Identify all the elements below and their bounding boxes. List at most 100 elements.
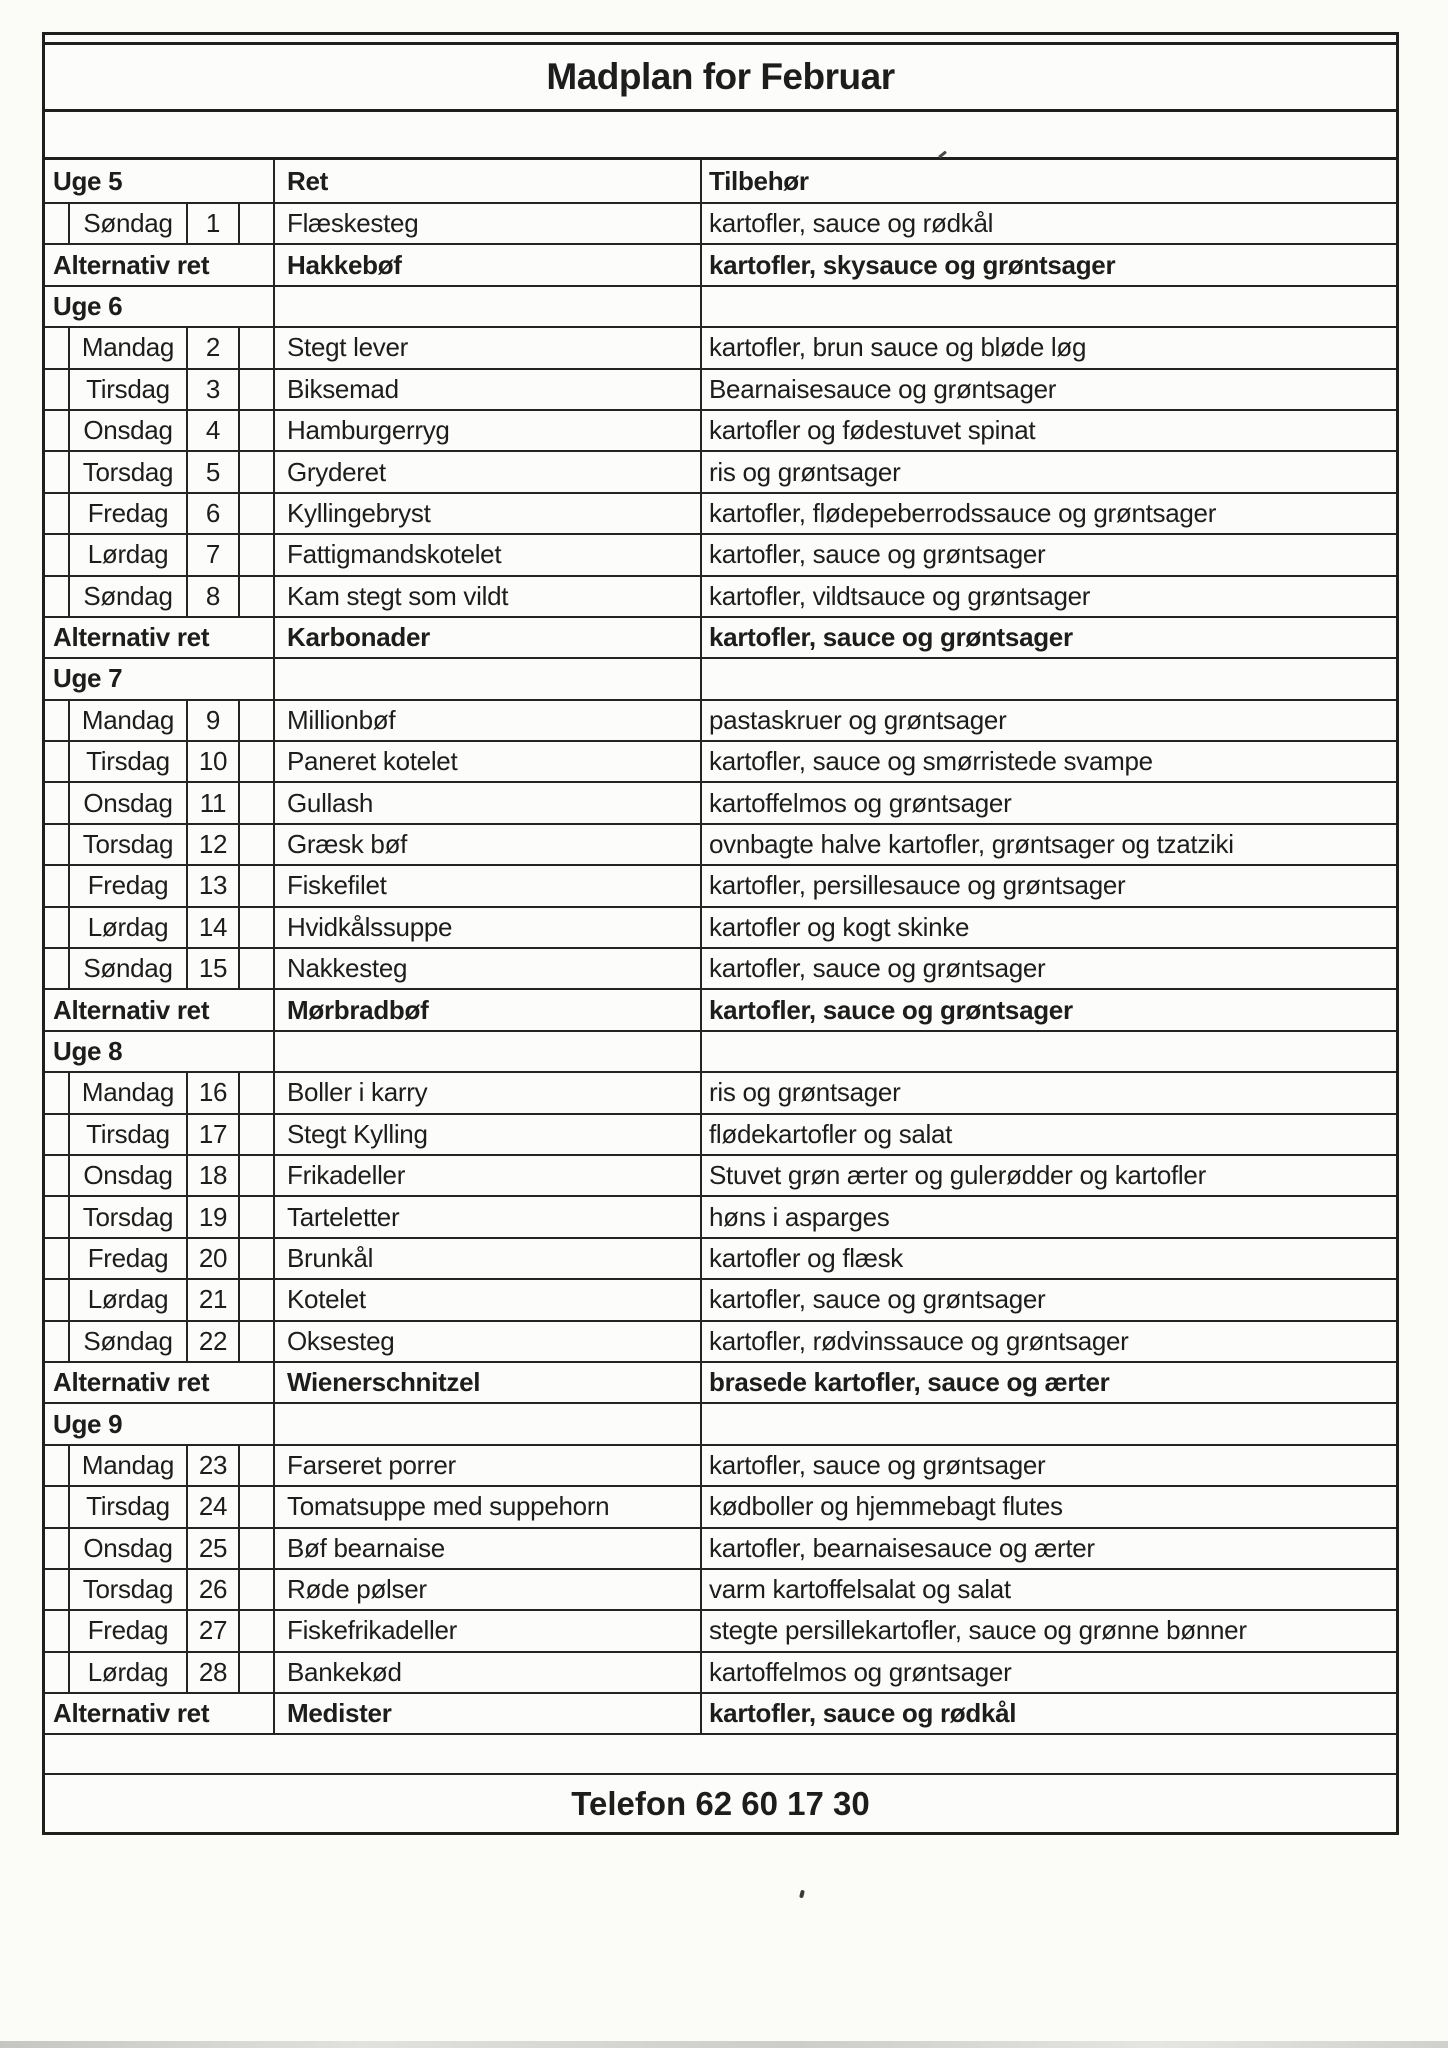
side-cell: kartofler, sauce og rødkål [709, 208, 994, 239]
day-number: 2 [188, 328, 240, 368]
day-row: Søndag 8 Kam stegt som vildt kartofler, vil… [45, 576, 1396, 618]
empty-subcell [240, 1611, 273, 1650]
alt-row: Alternativ ret Medister kartofler, sauce o… [45, 1694, 1396, 1736]
day-cell-group: Onsdag 11 [45, 783, 275, 823]
empty-subcell [240, 204, 273, 243]
empty-subcell [240, 1446, 273, 1485]
day-cell-group: Onsdag 25 [45, 1528, 275, 1568]
dish-cell: Mørbradbøf [275, 990, 702, 1030]
week-row: Uge 9 [45, 1404, 1396, 1446]
side-cell: kartofler, sauce og grøntsager [709, 994, 1073, 1025]
day-name: Tirsdag [68, 1114, 188, 1154]
dish-cell [275, 1031, 702, 1072]
empty-subcell [240, 494, 273, 533]
dish-cell: Kyllingebryst [275, 493, 702, 534]
dish-cell: Wienerschnitzel [275, 1362, 702, 1403]
empty-subcell [240, 1653, 273, 1692]
day-name: Lørdag [68, 907, 188, 948]
side-cell: kartofler, brun sauce og bløde løg [709, 332, 1087, 363]
day-cell-group: Tirsdag 17 [45, 1114, 275, 1154]
day-name: Onsdag [68, 410, 188, 451]
day-cell-group: Lørdag 21 [45, 1280, 275, 1320]
day-cell-group: Onsdag 4 [45, 410, 275, 451]
day-row: Søndag 15 Nakkesteg kartofler, sauce og grø… [45, 949, 1396, 991]
empty-subcell [240, 701, 273, 740]
day-name: Torsdag [68, 824, 188, 865]
table-header-row: Uge 5 Ret Tilbehør [45, 160, 1396, 204]
scan-speck-bottom [799, 1889, 805, 1899]
dish-cell: Biksemad [275, 369, 702, 409]
empty-subcell [240, 949, 273, 988]
alt-row: Alternativ ret Wienerschnitzel brasede kar… [45, 1362, 1396, 1405]
week-label: Uge 8 [45, 1031, 275, 1072]
dish-cell: Frikadeller [275, 1155, 702, 1196]
day-number: 24 [188, 1487, 240, 1527]
week-row: Uge 7 [45, 659, 1396, 701]
week-label: Uge 7 [45, 659, 275, 699]
phone-row: Telefon 62 60 17 30 [45, 1775, 1396, 1832]
spacer-row [45, 112, 1396, 160]
day-row: Mandag 16 Boller i karry ris og grøntsager [45, 1073, 1396, 1115]
side-cell: kartofler og flæsk [709, 1242, 904, 1273]
side-cell: flødekartofler og salat [709, 1118, 953, 1149]
day-number: 7 [188, 535, 240, 575]
day-number: 12 [188, 824, 240, 865]
side-cell: pastaskruer og grøntsager [709, 704, 1007, 735]
day-number: 6 [188, 493, 240, 534]
day-name: Søndag [68, 949, 188, 989]
day-number: 18 [188, 1155, 240, 1196]
day-row: Mandag 9 Millionbøf pastaskruer og grøntsag… [45, 700, 1396, 743]
side-cell [702, 1032, 1396, 1071]
day-row: Fredag 13 Fiskefilet kartofler, persillesau… [45, 866, 1396, 908]
side-cell: ris og grøntsager [709, 456, 901, 487]
week-row: Uge 6 [45, 286, 1396, 329]
empty-subcell [240, 411, 273, 450]
empty-subcell [240, 908, 273, 947]
day-cell-group: Søndag 1 [45, 204, 275, 244]
side-cell [702, 659, 1396, 698]
column-header-dish: Ret [275, 160, 702, 202]
day-row: Torsdag 19 Tarteletter høns i asparges [45, 1197, 1396, 1239]
dish-cell: Fiskefilet [275, 866, 702, 906]
empty-subcell [240, 742, 273, 781]
day-cell-group: Mandag 9 [45, 700, 275, 741]
alt-label: Alternativ ret [45, 1694, 275, 1734]
day-row: Torsdag 26 Røde pølser varm kartoffelsalat … [45, 1569, 1396, 1612]
column-header-week: Uge 5 [45, 160, 275, 202]
side-cell: kartofler, flødepeberrodssauce og grønts… [709, 497, 1217, 528]
day-cell-group: Fredag 13 [45, 866, 275, 906]
side-cell: kartofler, sauce og smørristede svampe [709, 746, 1153, 777]
day-cell-group: Søndag 8 [45, 576, 275, 616]
day-number: 4 [188, 410, 240, 451]
day-cell-group: Mandag 23 [45, 1445, 275, 1486]
day-name: Fredag [68, 493, 188, 534]
day-name: Onsdag [68, 783, 188, 823]
dish-cell: Brunkål [275, 1238, 702, 1279]
day-row: Fredag 20 Brunkål kartofler og flæsk [45, 1238, 1396, 1281]
dish-cell: Tarteletter [275, 1197, 702, 1237]
day-name: Tirsdag [68, 1487, 188, 1527]
dish-cell: Hakkebøf [275, 245, 702, 285]
day-row: Fredag 27 Fiskefrikadeller stegte persillek… [45, 1611, 1396, 1653]
empty-subcell [240, 1239, 273, 1278]
page-title: Madplan for Februar [546, 56, 895, 97]
dish-cell: Røde pølser [275, 1569, 702, 1610]
side-cell: kartofler, vildtsauce og grøntsager [709, 580, 1091, 611]
day-cell-group: Tirsdag 24 [45, 1487, 275, 1527]
empty-subcell [240, 866, 273, 905]
dish-cell: Kotelet [275, 1280, 702, 1320]
day-name: Fredag [68, 1611, 188, 1651]
empty-subcell [240, 1197, 273, 1236]
day-row: Onsdag 25 Bøf bearnaise kartofler, bearnais… [45, 1528, 1396, 1570]
day-cell-group: Mandag 16 [45, 1073, 275, 1113]
day-number: 11 [188, 783, 240, 823]
side-cell: kartofler, sauce og rødkål [709, 1698, 1017, 1729]
dish-cell: Hamburgerryg [275, 410, 702, 451]
dish-cell: Paneret kotelet [275, 742, 702, 782]
day-cell-group: Lørdag 28 [45, 1652, 275, 1693]
empty-subcell [240, 825, 273, 864]
day-number: 14 [188, 907, 240, 948]
day-row: Onsdag 18 Frikadeller Stuvet grøn ærter og … [45, 1155, 1396, 1198]
day-row: Mandag 23 Farseret porrer kartofler, sauce … [45, 1445, 1396, 1488]
alt-row: Alternativ ret Hakkebøf kartofler, skysauc… [45, 245, 1396, 287]
